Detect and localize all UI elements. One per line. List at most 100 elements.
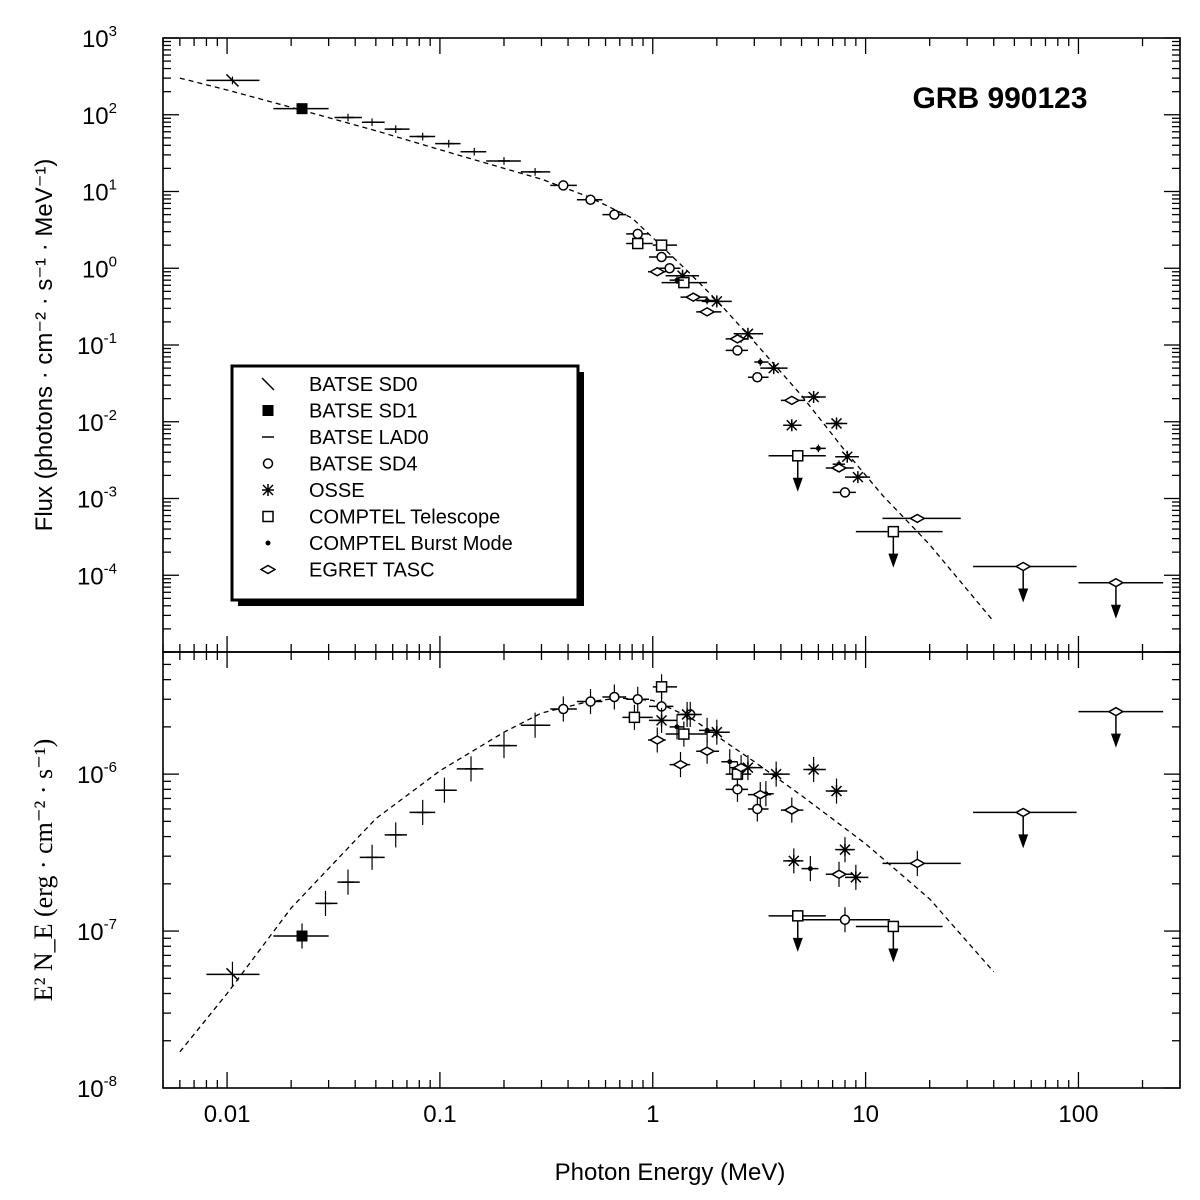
- open-circle-marker: [585, 194, 596, 206]
- legend-item-batse-lad0: BATSE LAD0: [262, 427, 429, 449]
- asterisk-marker: [841, 450, 854, 463]
- asterisk-stroke: [788, 855, 800, 867]
- flux-model-curve: [179, 77, 995, 622]
- batse-lad0-point: [337, 869, 360, 895]
- chart-title: GRB 990123: [912, 82, 1087, 115]
- batse-lad0-point: [409, 132, 436, 141]
- egret-tasc-point: [825, 861, 853, 887]
- asterisk-marker: [767, 362, 780, 375]
- open-square-marker: [262, 510, 274, 523]
- egret-tasc-point: [1078, 577, 1164, 619]
- open-diamond-marker: [684, 292, 702, 303]
- open-circle-marker: [609, 209, 620, 220]
- asterisk-marker: [851, 471, 864, 484]
- batse-sd0-point: [206, 73, 260, 87]
- osse-point: [835, 450, 859, 463]
- asterisk-stroke: [808, 391, 820, 403]
- open-square-marker: [655, 681, 668, 693]
- slash-marker: [225, 73, 239, 87]
- open-diamond-marker: [908, 513, 926, 524]
- batse-sd4-point: [725, 345, 748, 356]
- flux-y-tick-label: 10-4: [77, 560, 117, 590]
- data-points: [206, 73, 1164, 987]
- asterisk-stroke: [850, 871, 862, 883]
- egret-tasc-point: [696, 738, 720, 764]
- batse-lad0-point: [384, 822, 407, 848]
- open-square-marker: [655, 239, 668, 251]
- asterisk-marker: [710, 726, 723, 739]
- open-diamond-marker: [728, 334, 746, 344]
- upper-limit-arrow: [1018, 588, 1029, 603]
- x-tick-label: 1: [646, 1101, 659, 1128]
- comptel-telescope-point: [622, 704, 653, 730]
- open-diamond-marker: [1014, 561, 1032, 572]
- legend-item-label: BATSE LAD0: [309, 427, 429, 449]
- asterisk-stroke: [768, 362, 780, 374]
- legend-item-batse-sd1: BATSE SD1: [262, 401, 418, 423]
- x-tick-label: 10: [852, 1101, 879, 1128]
- comptel-telescope-point: [652, 674, 678, 700]
- asterisk-marker: [655, 714, 668, 727]
- asterisk-stroke: [786, 419, 798, 431]
- upper-limit-arrow: [1018, 834, 1029, 849]
- comptel-telescope-point: [626, 237, 653, 250]
- batse-sd4-point: [602, 209, 627, 220]
- upper-limit-arrow: [1110, 604, 1121, 619]
- batse-lad0-point: [520, 712, 551, 738]
- asterisk-marker: [262, 484, 274, 496]
- comptel-burst-mode-point: [721, 749, 738, 775]
- open-circle-marker: [839, 487, 851, 498]
- batse-lad0-point: [435, 777, 457, 803]
- comptel-telescope-point: [665, 721, 708, 747]
- legend-items: BATSE SD0 BATSE SD1 BATSE LAD0 BATSE SD4 OSS…: [259, 374, 513, 582]
- open-square-marker: [887, 525, 900, 538]
- open-circle-marker: [585, 696, 596, 707]
- flux-y-tick-label: 103: [82, 23, 117, 53]
- egret-tasc-point: [648, 266, 666, 277]
- flux-y-tick-label: 101: [82, 177, 117, 207]
- osse-point: [825, 417, 848, 430]
- open-diamond-marker: [259, 564, 277, 575]
- legend-item-label: BATSE SD1: [309, 401, 418, 423]
- dot-marker: [704, 727, 710, 733]
- open-circle-marker: [632, 693, 643, 705]
- egret-tasc-point: [973, 561, 1077, 603]
- open-square-marker: [678, 276, 690, 289]
- open-diamond-marker: [732, 762, 750, 773]
- upper-limit-arrow: [888, 553, 899, 568]
- open-circle-marker: [609, 691, 620, 703]
- egret-tasc-point: [882, 850, 961, 876]
- batse-sd4-point: [747, 796, 769, 822]
- asterisk-stroke: [808, 763, 820, 776]
- x-axis-title: Photon Energy (MeV): [555, 1159, 786, 1186]
- batse-lad0-point: [384, 125, 410, 133]
- asterisk-marker: [807, 391, 820, 404]
- osse-point: [763, 761, 790, 787]
- legend-item-comptel-telescope: COMPTEL Telescope: [262, 507, 500, 529]
- batse-sd4-point: [602, 684, 627, 710]
- osse-point: [677, 701, 700, 728]
- asterisk-marker: [681, 708, 694, 721]
- batse-sd4-point: [550, 180, 577, 191]
- egret-tasc-point: [882, 513, 961, 524]
- dot-marker: [704, 298, 710, 304]
- batse-lad0-point: [361, 118, 385, 127]
- legend: BATSE SD0 BATSE SD1 BATSE LAD0 BATSE SD4 OSS…: [230, 364, 584, 606]
- asterisk-marker: [770, 768, 783, 781]
- asterisk-marker: [741, 327, 754, 340]
- comptel-burst-mode-point: [669, 276, 684, 284]
- asterisk-marker: [807, 763, 820, 776]
- legend-item-label: BATSE SD4: [309, 454, 418, 476]
- comptel-telescope-point: [855, 525, 943, 568]
- comptel-telescope-point: [652, 239, 678, 251]
- batse-lad0-point: [486, 157, 521, 165]
- batse-sd4-point: [657, 263, 681, 274]
- open-circle-marker: [632, 228, 643, 240]
- flux-y-tick-label: 10-3: [77, 484, 117, 514]
- filled-square-marker: [262, 405, 274, 416]
- batse-sd4-point: [648, 251, 674, 263]
- asterisk-marker: [785, 419, 798, 432]
- asterisk-stroke: [830, 785, 843, 797]
- open-diamond-marker: [698, 746, 716, 757]
